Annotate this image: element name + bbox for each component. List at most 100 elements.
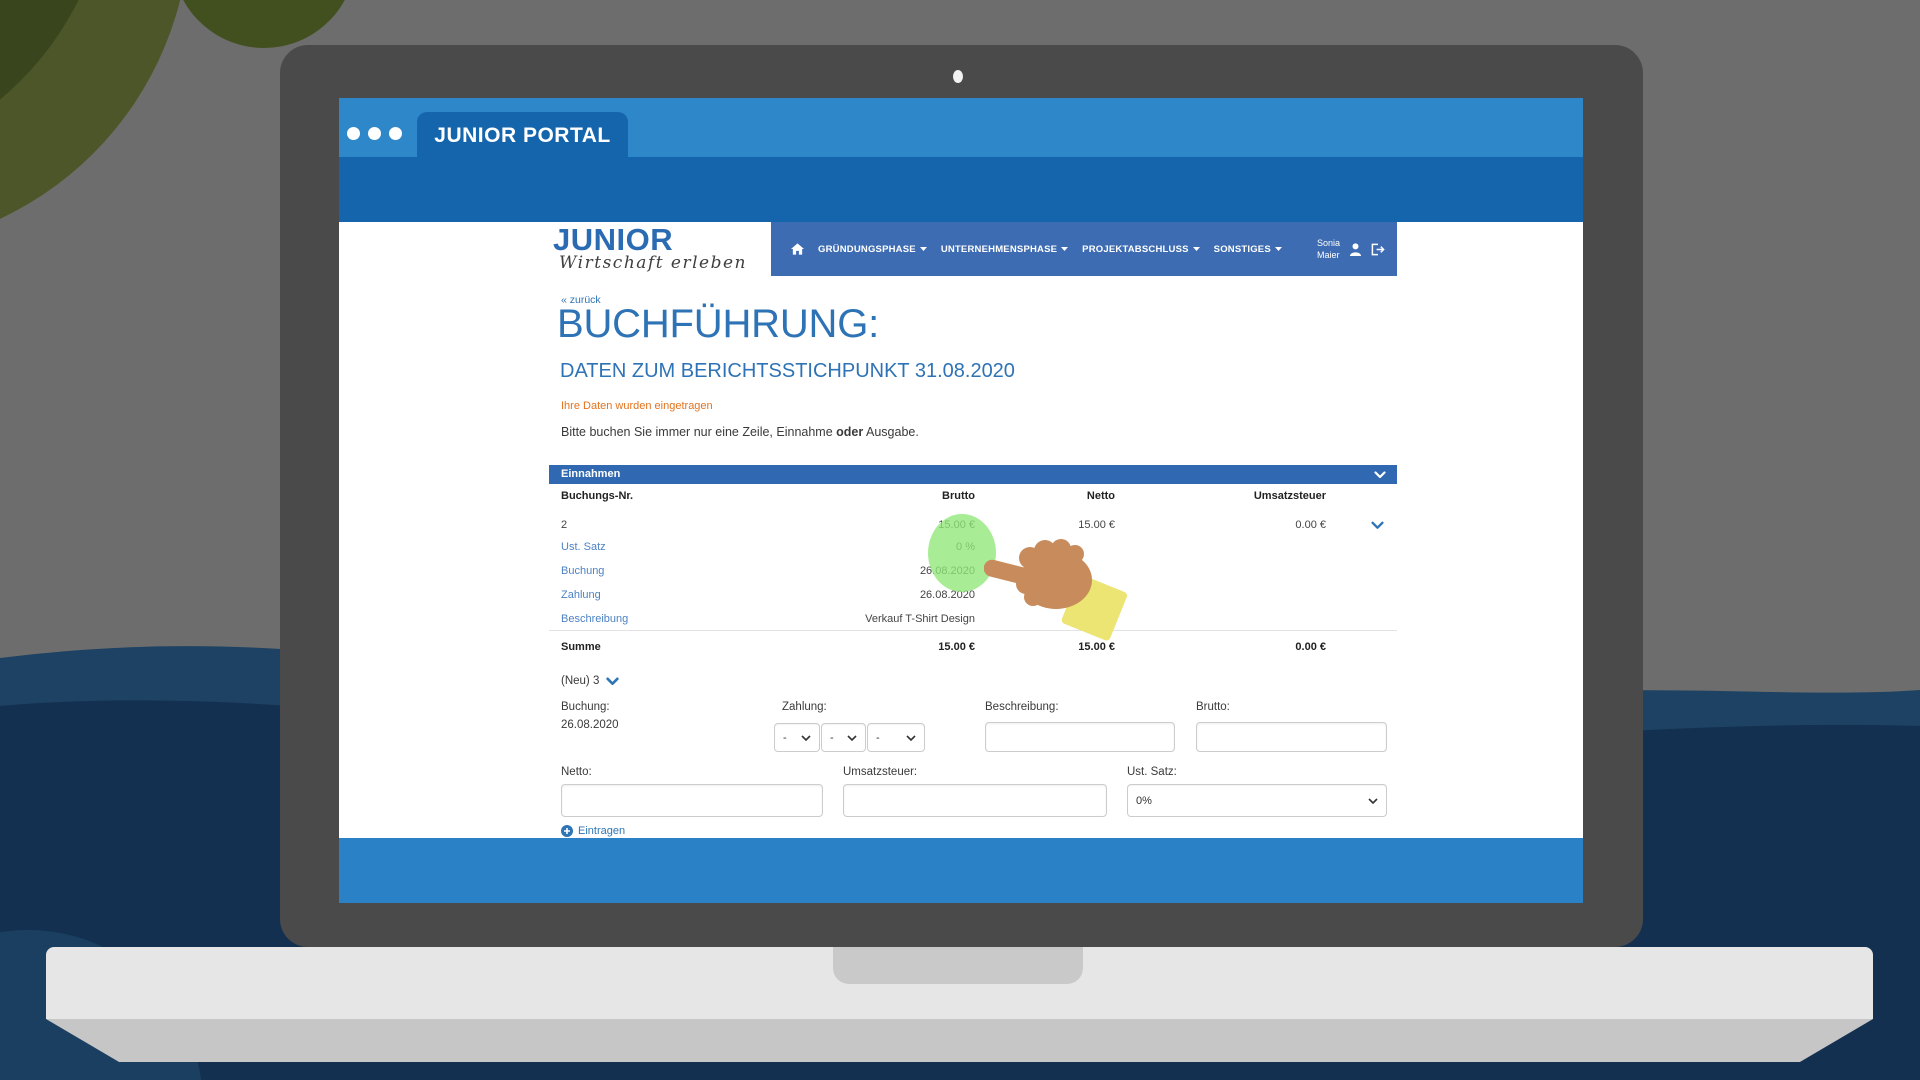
zahlung-year-select[interactable]: - xyxy=(867,723,925,752)
caret-down-icon xyxy=(1274,247,1282,251)
detail-value: Verkauf T-Shirt Design xyxy=(865,613,975,625)
detail-value: 0 % xyxy=(561,541,975,553)
header-band xyxy=(339,157,1583,222)
table-header-row: Buchungs-Nr. Brutto Netto Umsatzsteuer xyxy=(549,490,1397,508)
laptop-camera-dot xyxy=(953,70,963,83)
detail-label[interactable]: Zahlung xyxy=(561,589,601,601)
laptop-screen: JUNIOR PORTAL JUNIOR Wirtschaft erleben … xyxy=(339,98,1583,903)
new-entry-label: (Neu) 3 xyxy=(561,675,600,687)
ust-satz-label: Ust. Satz: xyxy=(1127,766,1177,778)
umsatzsteuer-input[interactable] xyxy=(843,784,1107,817)
cell-brutto: 15.00 € xyxy=(561,519,975,531)
window-controls xyxy=(347,127,402,140)
logout-icon[interactable] xyxy=(1371,243,1385,256)
nav-item-sonstiges[interactable]: SONSTIGES xyxy=(1214,244,1282,255)
sum-label: Summe xyxy=(561,641,601,653)
chevron-down-icon xyxy=(606,676,620,685)
zahlung-label: Zahlung: xyxy=(782,701,827,713)
umsatzsteuer-label: Umsatzsteuer: xyxy=(843,766,918,778)
detail-label[interactable]: Beschreibung xyxy=(561,613,629,625)
window-control-dot xyxy=(368,127,381,140)
beschreibung-label: Beschreibung: xyxy=(985,701,1059,713)
brutto-input[interactable] xyxy=(1196,722,1387,752)
nav-item-label: UNTERNEHMENSPHASE xyxy=(940,243,1058,255)
section-title: Einnahmen xyxy=(561,468,621,480)
status-message: Ihre Daten wurden eingetragen xyxy=(561,400,713,412)
new-entry-toggle[interactable]: (Neu) 3 xyxy=(561,675,620,687)
window-control-dot xyxy=(389,127,402,140)
detail-row-beschreibung: Beschreibung Verkauf T-Shirt Design xyxy=(549,613,1397,631)
detail-value: 26.08.2020 xyxy=(919,589,975,601)
laptop-base xyxy=(46,947,1873,1019)
col-header-netto: Netto xyxy=(1086,490,1115,502)
select-arrow-icon xyxy=(801,734,811,741)
ust-satz-select[interactable]: 0% xyxy=(1127,784,1387,817)
table-divider xyxy=(549,630,1397,631)
col-header-buchungs-nr: Buchungs-Nr. xyxy=(561,490,634,502)
row-expand-chevron-icon[interactable] xyxy=(1371,521,1384,530)
window-control-dot xyxy=(347,127,360,140)
netto-label: Netto: xyxy=(561,766,592,778)
netto-input[interactable] xyxy=(561,784,823,817)
laptop-base-front xyxy=(46,1019,1873,1062)
user-icon[interactable] xyxy=(1349,242,1362,256)
nav-item-label: GRÜNDUNGSPHASE xyxy=(818,243,916,255)
nav-item-unternehmensphase[interactable]: UNTERNEHMENSPHASE xyxy=(940,243,1069,255)
selected-value: - xyxy=(783,731,787,744)
site-logo: JUNIOR Wirtschaft erleben xyxy=(553,224,747,273)
hint-text: Bitte buchen Sie immer nur eine Zeile, E… xyxy=(561,425,919,439)
nav-item-label: SONSTIGES xyxy=(1213,243,1271,255)
buchung-value: 26.08.2020 xyxy=(561,719,619,731)
detail-label[interactable]: Ust. Satz xyxy=(561,541,606,553)
page-footer-bar xyxy=(339,838,1583,903)
zahlung-month-select[interactable]: - xyxy=(821,723,866,752)
chevron-down-icon[interactable] xyxy=(1374,471,1386,479)
detail-value: 26.08.2020 xyxy=(561,565,975,577)
selected-value: - xyxy=(876,731,880,744)
nav-item-projektabschluss[interactable]: PROJEKTABSCHLUSS xyxy=(1082,243,1200,255)
laptop-hinge-notch xyxy=(833,947,1083,984)
browser-topbar: JUNIOR PORTAL xyxy=(339,98,1583,157)
back-link[interactable]: « zurück xyxy=(561,294,601,306)
caret-down-icon xyxy=(1061,247,1069,251)
cell-buchungs-nr: 2 xyxy=(561,519,568,531)
highlight-circle xyxy=(928,514,996,592)
user-name: Sonia Maier xyxy=(1317,237,1340,261)
logo-title: JUNIOR xyxy=(553,222,674,257)
beschreibung-input[interactable] xyxy=(985,722,1175,752)
cell-netto: 15.00 € xyxy=(1078,519,1115,531)
selected-value: - xyxy=(830,731,834,744)
user-area: Sonia Maier xyxy=(1317,237,1385,261)
sum-umsatzsteuer: 0.00 € xyxy=(1295,641,1326,653)
home-icon[interactable] xyxy=(791,243,804,255)
hint-suffix: Ausgabe. xyxy=(863,425,919,439)
section-header-einnahmen[interactable]: Einnahmen xyxy=(549,465,1397,484)
hint-prefix: Bitte buchen Sie immer nur eine Zeile, E… xyxy=(561,425,837,439)
logo-subtitle: Wirtschaft erleben xyxy=(559,253,748,273)
detail-row-zahlung: Zahlung 26.08.2020 xyxy=(549,589,1397,607)
eintragen-label: Eintragen xyxy=(578,825,626,837)
user-first-name: Sonia xyxy=(1316,237,1340,248)
cell-umsatzsteuer: 0.00 € xyxy=(1295,519,1326,531)
pointer-hand-illustration xyxy=(984,539,1128,641)
caret-down-icon xyxy=(1192,247,1200,251)
page-subtitle: DATEN ZUM BERICHTSSTICHPUNKT 31.08.2020 xyxy=(560,360,1015,382)
eintragen-button[interactable]: Eintragen xyxy=(561,825,625,837)
col-header-umsatzsteuer: Umsatzsteuer xyxy=(1253,490,1326,502)
zahlung-day-select[interactable]: - xyxy=(774,723,820,752)
page-title: BUCHFÜHRUNG: xyxy=(557,302,880,346)
buchung-label: Buchung: xyxy=(561,701,610,713)
plus-circle-icon xyxy=(561,825,573,837)
nav-item-gruendungsphase[interactable]: GRÜNDUNGSPHASE xyxy=(818,244,927,255)
col-header-brutto: Brutto xyxy=(942,490,975,502)
caret-down-icon xyxy=(919,247,927,251)
selected-value: 0% xyxy=(1136,794,1152,807)
nav-item-label: PROJEKTABSCHLUSS xyxy=(1082,243,1189,255)
hint-bold: oder xyxy=(836,425,864,439)
select-arrow-icon xyxy=(1368,797,1378,804)
detail-label[interactable]: Buchung xyxy=(561,565,605,577)
sum-netto: 15.00 € xyxy=(1078,641,1115,653)
browser-tab[interactable]: JUNIOR PORTAL xyxy=(417,112,628,157)
brutto-label: Brutto: xyxy=(1196,701,1230,713)
